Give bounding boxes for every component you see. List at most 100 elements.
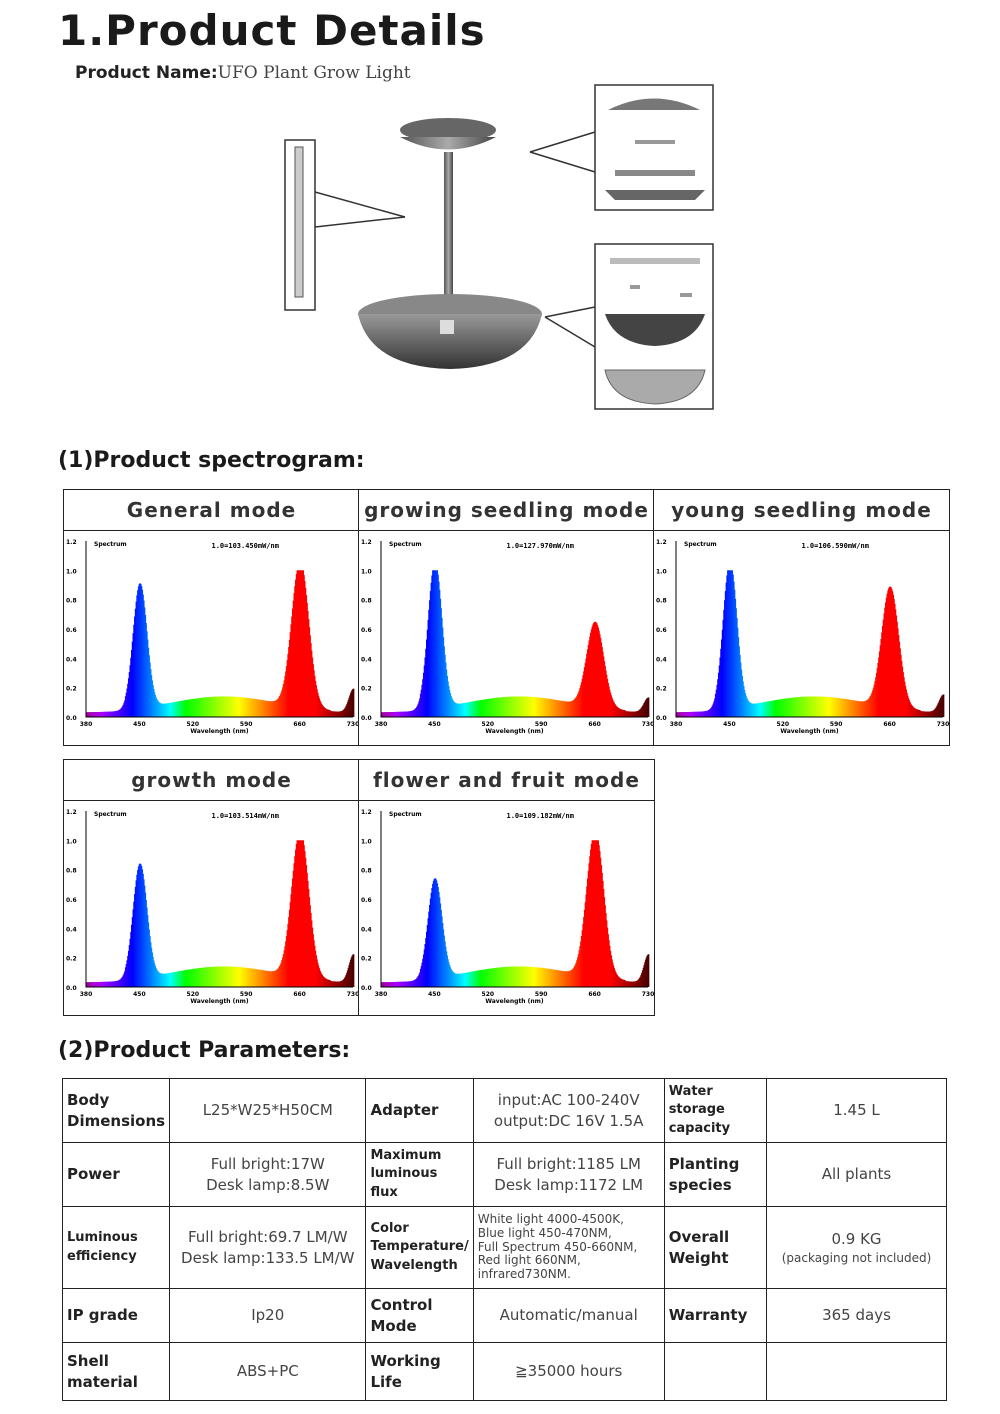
x-tick-label: 380	[670, 721, 683, 728]
y-tick-label: 0.2	[66, 956, 77, 963]
x-tick-label: 380	[80, 991, 93, 998]
param-value-line: ≧35000 hours	[515, 1362, 623, 1380]
param-value: White light 4000-4500K, Blue light 450-47…	[472, 1206, 665, 1289]
param-label: Maximum luminous flux	[365, 1142, 474, 1207]
param-value-line: Desk lamp:1172 LM	[494, 1175, 644, 1194]
plot-axes	[85, 811, 353, 988]
y-tick-label: 0.6	[361, 627, 372, 634]
x-tick-label: 520	[777, 721, 790, 728]
param-value-line: Desk lamp:133.5 LM/W	[181, 1248, 355, 1267]
x-tick-label: 660	[883, 721, 896, 728]
y-tick-label: 1.0	[361, 838, 372, 845]
y-tick-label: 0.4	[361, 656, 372, 663]
param-label: Luminous efficiency	[61, 1206, 171, 1289]
peak-label: 1.0=109.182mW/nm	[507, 812, 574, 820]
y-tick-label: 0.4	[66, 926, 77, 933]
y-tick-label: 0.0	[361, 985, 372, 992]
param-value-line: 0.9 KG	[831, 1229, 882, 1248]
spectrogram-panel-title: General mode	[64, 490, 359, 531]
y-tick-label: 0.8	[656, 598, 667, 605]
x-tick-label: 730	[642, 991, 654, 998]
x-tick-label: 660	[588, 991, 601, 998]
param-value: ≧35000 hours	[472, 1342, 665, 1401]
param-value-line: infrared730NM.	[477, 1267, 571, 1282]
param-label: Color Temperature/ Wavelength	[365, 1206, 474, 1289]
x-tick-label: 730	[347, 991, 359, 998]
spectrogram-panel: General mode 1.2 1.0 0.8 0.6 0.4 0.2 0.0 380 450 5…	[63, 489, 360, 746]
param-value-line: 1.45 L	[833, 1101, 880, 1119]
product-name-value: UFO Plant Grow Light	[217, 63, 411, 83]
param-row: IP grade Ip20 Control Mode Automatic/manual…	[61, 1288, 947, 1343]
param-value-line: Automatic/manual	[499, 1306, 638, 1324]
spectrogram-panel: young seedling mode 1.2 1.0 0.8 0.6 0.4 0.2 0.0…	[653, 489, 950, 746]
x-axis-label: Wavelength (nm)	[485, 728, 544, 735]
y-tick-label: 0.4	[361, 926, 372, 933]
param-value: 365 days	[766, 1288, 947, 1343]
x-tick-label: 590	[240, 991, 253, 998]
param-value: 0.9 KG (packaging not included)	[766, 1206, 947, 1289]
param-value-line: Red light 660NM,	[477, 1253, 581, 1268]
y-tick-label: 0.0	[361, 715, 372, 722]
param-label	[663, 1342, 768, 1401]
param-value-line: All plants	[821, 1165, 892, 1183]
spectrogram-heading: (1)Product spectrogram:	[58, 448, 365, 473]
param-label: Power	[61, 1142, 171, 1207]
param-value: Full bright:69.7 LM/W Desk lamp:133.5 LM/…	[169, 1206, 367, 1289]
spectrogram-panel-title: flower and fruit mode	[359, 760, 654, 801]
y-tick-label: 0.0	[66, 715, 77, 722]
y-tick-label: 0.6	[66, 627, 77, 634]
param-value-line: output:DC 16V 1.5A	[493, 1111, 644, 1130]
x-tick-label: 450	[428, 991, 441, 998]
product-name: Product Name:UFO Plant Grow Light	[75, 63, 411, 83]
product-drawing	[284, 84, 714, 410]
param-value: All plants	[766, 1142, 947, 1207]
param-value-line: White light 4000-4500K,	[477, 1212, 624, 1226]
page-title: 1.Product Details	[58, 6, 486, 55]
param-value: input:AC 100-240V output:DC 16V 1.5A	[472, 1078, 665, 1143]
param-label: Working Life	[365, 1342, 474, 1401]
y-tick-label: 0.8	[361, 598, 372, 605]
peak-label: 1.0=103.450mW/nm	[212, 542, 279, 550]
param-value: L25*W25*H50CM	[169, 1078, 367, 1143]
y-tick-label: 0.6	[66, 897, 77, 904]
peak-label: 1.0=106.590mW/nm	[802, 542, 869, 550]
plot-axes	[380, 541, 648, 718]
param-label: Planting species	[663, 1142, 768, 1207]
param-value: Automatic/manual	[472, 1288, 665, 1343]
x-tick-label: 450	[428, 721, 441, 728]
param-value-line: Blue light 450-470NM,	[477, 1225, 612, 1240]
param-value-line: Full bright:17W	[210, 1154, 325, 1173]
x-tick-label: 590	[535, 991, 548, 998]
x-tick-label: 730	[937, 721, 949, 728]
y-axis-label: Spectrum	[389, 541, 422, 548]
y-tick-label: 0.2	[66, 686, 77, 693]
x-tick-label: 730	[642, 721, 654, 728]
x-axis-label: Wavelength (nm)	[780, 728, 839, 735]
y-tick-label: 1.2	[361, 539, 372, 546]
param-value-line: ABS+PC	[236, 1362, 299, 1380]
param-label: Warranty	[663, 1288, 768, 1343]
param-row: Luminous efficiency Full bright:69.7 LM/W…	[61, 1206, 947, 1289]
x-tick-label: 380	[375, 991, 388, 998]
param-value: 1.45 L	[766, 1078, 947, 1143]
x-tick-label: 730	[347, 721, 359, 728]
y-tick-label: 1.0	[656, 568, 667, 575]
y-tick-label: 1.2	[66, 539, 77, 546]
param-value-line: Full bright:69.7 LM/W	[187, 1227, 348, 1246]
x-axis-label: Wavelength (nm)	[485, 998, 544, 1005]
x-tick-label: 520	[187, 991, 200, 998]
param-value-line: Full Spectrum 450-660NM,	[477, 1239, 638, 1254]
product-name-label: Product Name:	[75, 63, 218, 83]
param-value: Full bright:17W Desk lamp:8.5W	[169, 1142, 367, 1207]
parameters-heading: (2)Product Parameters:	[58, 1038, 351, 1063]
param-row: Shell material ABS+PC Working Life ≧35000 h…	[61, 1342, 947, 1401]
param-label: IP grade	[61, 1288, 171, 1343]
param-row: Body Dimensions L25*W25*H50CM Adapter input…	[61, 1078, 947, 1143]
y-tick-label: 1.2	[66, 809, 77, 816]
x-tick-label: 660	[293, 991, 306, 998]
x-tick-label: 660	[293, 721, 306, 728]
